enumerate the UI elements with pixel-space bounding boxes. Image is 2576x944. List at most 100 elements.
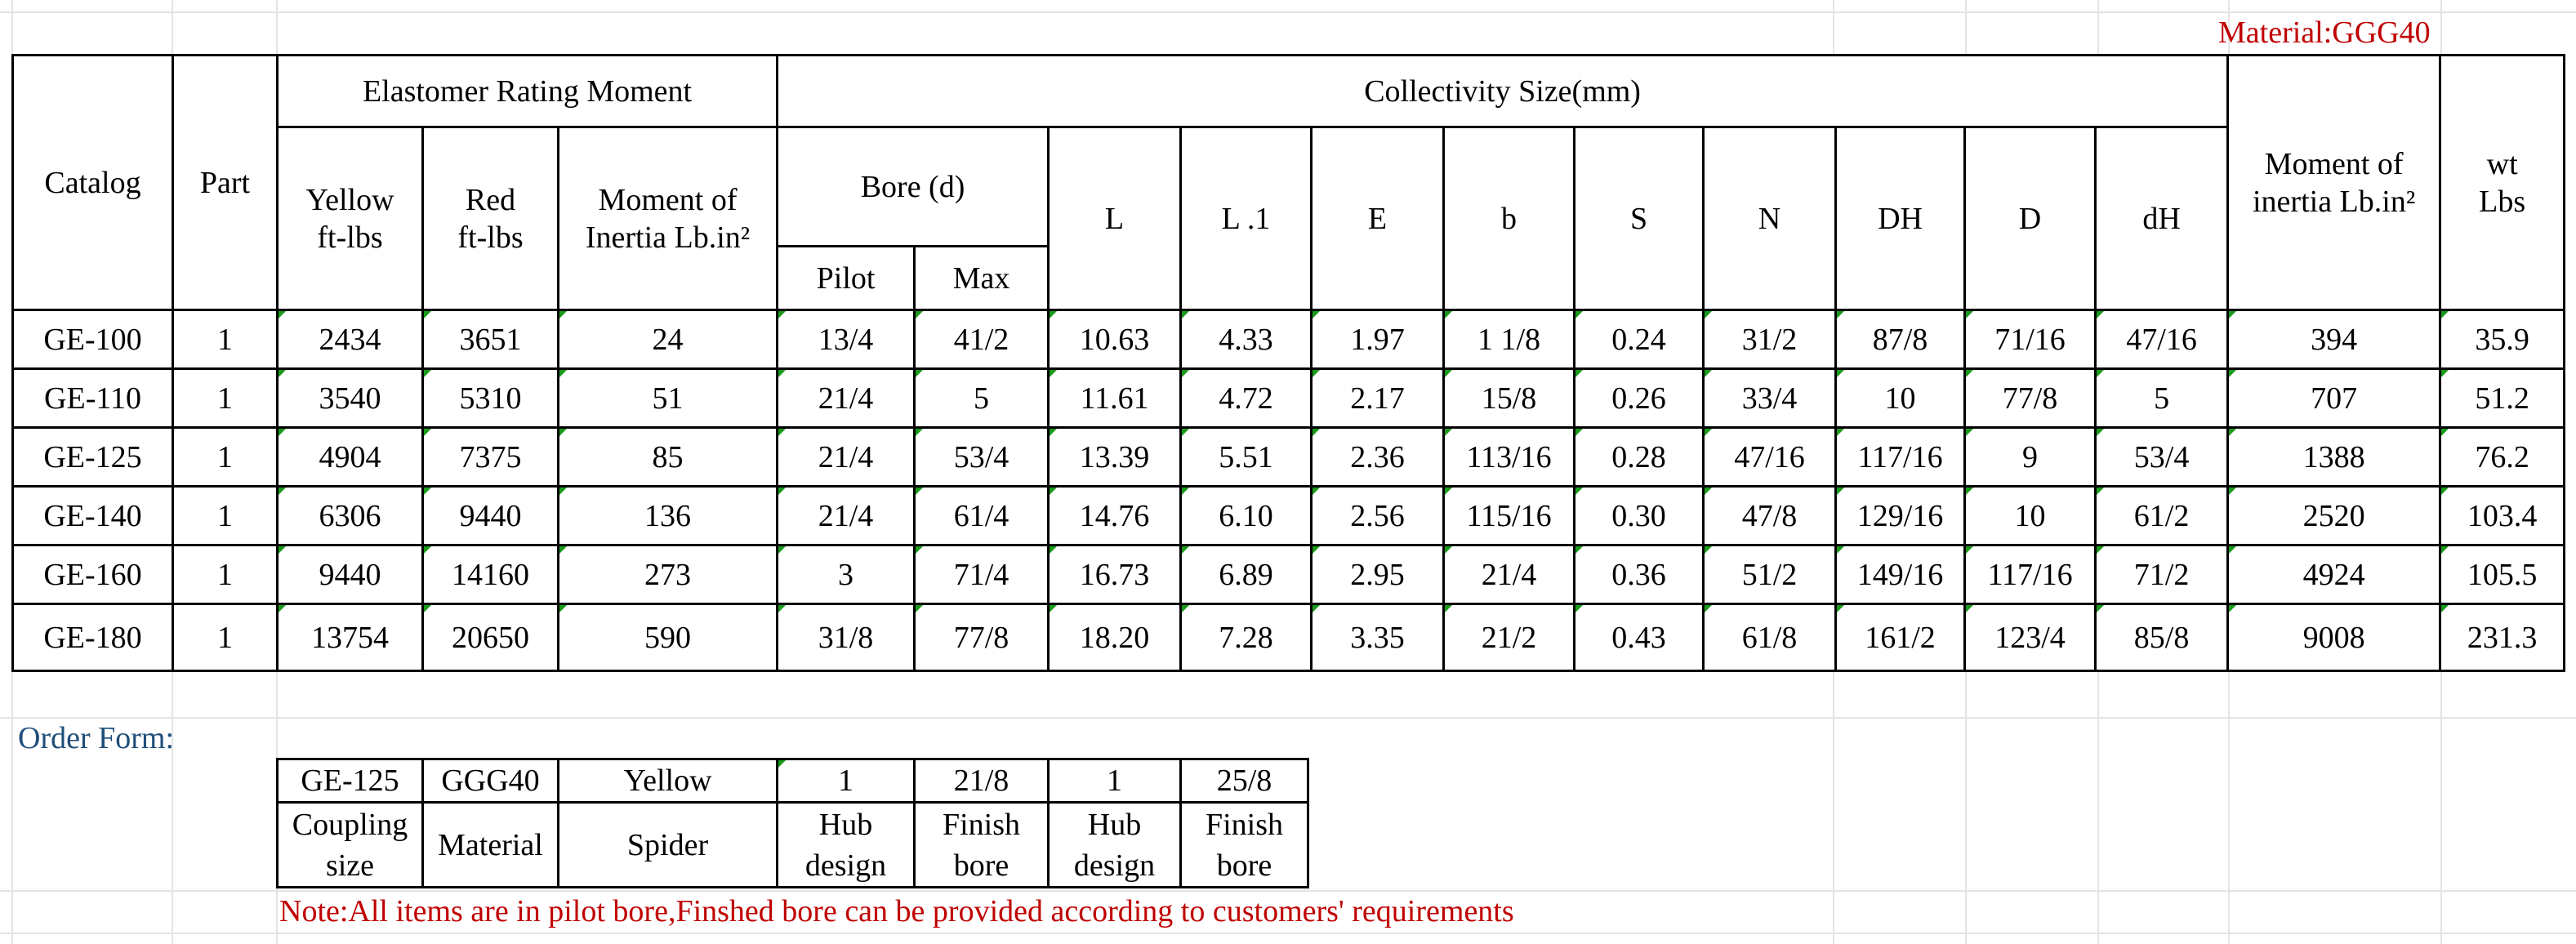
cell-moment-of-inertia: 2520	[2226, 485, 2442, 546]
order-caption: Spider	[557, 801, 778, 888]
cell-E: 2.95	[1310, 544, 1446, 605]
cell-moment-of-inertia: 1388	[2226, 426, 2442, 488]
header-elastomer-rating-moment: Elastomer Rating Moment	[275, 54, 779, 128]
cell-dH: 47/16	[2094, 309, 2230, 370]
order-value: 21/8	[913, 758, 1050, 804]
cell-dH: 71/2	[2094, 544, 2230, 605]
header-collectivity-size: Collectivity Size(mm)	[776, 54, 2230, 128]
cell-weight: 35.9	[2439, 309, 2566, 370]
cell-part: 1	[172, 309, 279, 370]
header-b: b	[1442, 126, 1576, 311]
cell-red: 20650	[421, 603, 559, 672]
table-row: GE-100 1 2434 3651 24 13/4 41/2 10.63 4.33 1.97 1 …	[11, 309, 2566, 370]
header-D: D	[1963, 126, 2097, 311]
cell-elastomer-inertia: 51	[556, 367, 779, 429]
cell-catalog: GE-125	[11, 426, 174, 488]
cell-S: 0.36	[1573, 544, 1705, 605]
pilot-bore-note: Note:All items are in pilot bore,Finshed…	[279, 894, 1514, 928]
cell-E: 3.35	[1310, 603, 1446, 672]
cell-b: 21/4	[1442, 544, 1576, 605]
cell-weight: 105.5	[2439, 544, 2566, 605]
order-value: Yellow	[557, 758, 778, 804]
cell-yellow: 3540	[276, 367, 424, 429]
cell-part: 1	[172, 603, 279, 672]
sheet-gridline	[0, 717, 2576, 719]
header-L1: L .1	[1179, 126, 1313, 311]
cell-moment-of-inertia: 394	[2226, 309, 2442, 370]
cell-red: 7375	[421, 426, 559, 488]
cell-dH: 5	[2094, 367, 2230, 429]
header-max: Max	[913, 245, 1050, 311]
cell-N: 47/16	[1702, 426, 1838, 488]
table-row: GE-180 1 13754 20650 590 31/8 77/8 18.20 7.28 3.3…	[11, 603, 2566, 672]
cell-D: 10	[1963, 485, 2097, 546]
cell-D: 77/8	[1963, 367, 2097, 429]
cell-max: 77/8	[913, 603, 1050, 672]
cell-max: 71/4	[913, 544, 1050, 605]
cell-max: 53/4	[913, 426, 1050, 488]
order-caption: Finish bore	[913, 801, 1050, 888]
cell-pilot: 3	[776, 544, 916, 605]
cell-S: 0.26	[1573, 367, 1705, 429]
cell-max: 41/2	[913, 309, 1050, 370]
cell-moment-of-inertia: 707	[2226, 367, 2442, 429]
cell-S: 0.28	[1573, 426, 1705, 488]
order-value: 1	[1047, 758, 1182, 804]
cell-DH: 129/16	[1834, 485, 1967, 546]
order-value: GE-125	[276, 758, 424, 804]
cell-DH: 10	[1834, 367, 1967, 429]
cell-catalog: GE-160	[11, 544, 174, 605]
cell-weight: 231.3	[2439, 603, 2566, 672]
cell-L1: 4.33	[1179, 309, 1313, 370]
header-DH: DH	[1834, 126, 1967, 311]
cell-red: 5310	[421, 367, 559, 429]
cell-N: 61/8	[1702, 603, 1838, 672]
cell-L1: 6.89	[1179, 544, 1313, 605]
cell-red: 9440	[421, 485, 559, 546]
cell-b: 21/2	[1442, 603, 1576, 672]
cell-dH: 85/8	[2094, 603, 2230, 672]
cell-L: 10.63	[1047, 309, 1183, 370]
cell-red: 14160	[421, 544, 559, 605]
cell-elastomer-inertia: 273	[556, 544, 779, 605]
cell-D: 117/16	[1963, 544, 2097, 605]
cell-L1: 7.28	[1179, 603, 1313, 672]
sheet-gridline	[0, 11, 2576, 13]
cell-max: 61/4	[913, 485, 1050, 546]
cell-N: 47/8	[1702, 485, 1838, 546]
order-caption: Finish bore	[1179, 801, 1309, 888]
cell-part: 1	[172, 426, 279, 488]
cell-N: 31/2	[1702, 309, 1838, 370]
cell-L: 13.39	[1047, 426, 1183, 488]
cell-pilot: 31/8	[776, 603, 916, 672]
header-yellow: Yellow ft-lbs	[276, 126, 424, 311]
cell-yellow: 6306	[276, 485, 424, 546]
header-weight: wt Lbs	[2439, 54, 2566, 311]
sheet-gridline	[0, 933, 2576, 934]
order-caption: Coupling size	[276, 801, 424, 888]
cell-b: 113/16	[1442, 426, 1576, 488]
cell-D: 123/4	[1963, 603, 2097, 672]
cell-L1: 5.51	[1179, 426, 1313, 488]
cell-E: 1.97	[1310, 309, 1446, 370]
cell-catalog: GE-180	[11, 603, 174, 672]
cell-max: 5	[913, 367, 1050, 429]
cell-dH: 53/4	[2094, 426, 2230, 488]
header-part: Part	[172, 54, 279, 311]
cell-E: 2.56	[1310, 485, 1446, 546]
cell-part: 1	[172, 485, 279, 546]
table-row: GE-160 1 9440 14160 273 3 71/4 16.73 6.89 2.95 21/…	[11, 544, 2566, 605]
header-pilot: Pilot	[776, 245, 916, 311]
cell-S: 0.43	[1573, 603, 1705, 672]
cell-dH: 61/2	[2094, 485, 2230, 546]
cell-moment-of-inertia: 9008	[2226, 603, 2442, 672]
material-label: Material:GGG40	[2218, 16, 2431, 50]
header-dH: dH	[2094, 126, 2230, 311]
header-L: L	[1047, 126, 1183, 311]
spec-table: Catalog Part Elastomer Rating Moment Col…	[11, 54, 2566, 672]
cell-weight: 76.2	[2439, 426, 2566, 488]
cell-weight: 51.2	[2439, 367, 2566, 429]
cell-yellow: 2434	[276, 309, 424, 370]
order-form-table: GE-125 GGG40 Yellow 1 21/8 1 25/8 Coupling size…	[276, 758, 1309, 888]
sheet-gridline	[0, 890, 2576, 892]
